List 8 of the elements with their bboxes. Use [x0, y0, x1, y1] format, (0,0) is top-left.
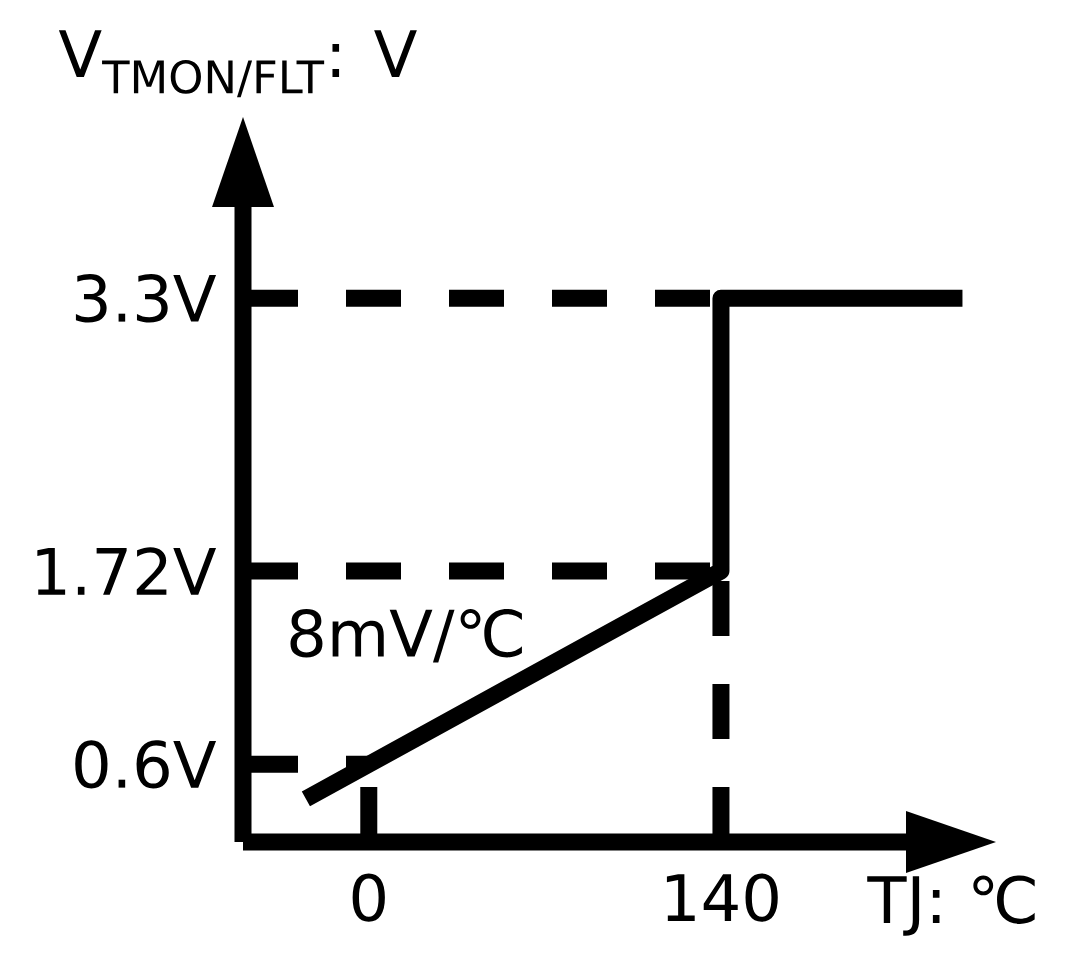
x-tick-label: 0 [352, 873, 385, 922]
x-axis-title: TJ: ℃ [867, 875, 1035, 936]
x-tick-label: 140 [666, 873, 778, 922]
y-axis-title: V$_{TMON/FLT}$: V [58, 30, 417, 98]
y-tick-label: 3.3V [75, 274, 217, 323]
y-tick-label: 1.72V [37, 547, 217, 595]
y-tick-label: 0.6V [75, 740, 217, 789]
annotation: 8mV/℃ [290, 609, 522, 663]
